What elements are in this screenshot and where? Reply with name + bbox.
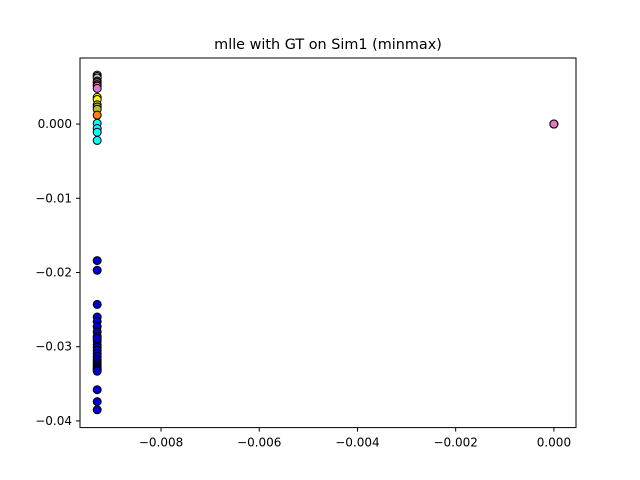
data-point [92,256,102,266]
chart-title: mlle with GT on Sim1 (minmax) [214,37,442,53]
x-tick-label: −0.002 [433,436,477,450]
y-axis: 0.000 −0.01 −0.02 −0.03 −0.04 [35,117,80,428]
x-tick-label: 0.000 [537,436,571,450]
y-tick-label: −0.04 [35,414,72,428]
data-point [92,397,102,407]
data-point [92,127,102,137]
x-tick-label: −0.006 [237,436,281,450]
data-point [92,299,102,309]
plot-frame [79,57,577,429]
data-point [92,135,102,145]
data-point [92,366,102,376]
data-point [92,110,102,120]
data-point [92,334,102,344]
y-tick-label: −0.03 [35,340,72,354]
data-points [92,70,559,415]
data-point [92,83,102,93]
y-tick-label: 0.000 [38,117,72,131]
data-point [92,405,102,415]
y-tick-label: −0.01 [35,191,72,205]
x-axis: −0.008 −0.006 −0.004 −0.002 0.000 [139,427,571,450]
x-tick-label: −0.004 [335,436,379,450]
y-tick-label: −0.02 [35,265,72,279]
x-tick-label: −0.008 [139,436,183,450]
data-point [92,265,102,275]
data-point [549,119,559,129]
data-point [92,385,102,395]
